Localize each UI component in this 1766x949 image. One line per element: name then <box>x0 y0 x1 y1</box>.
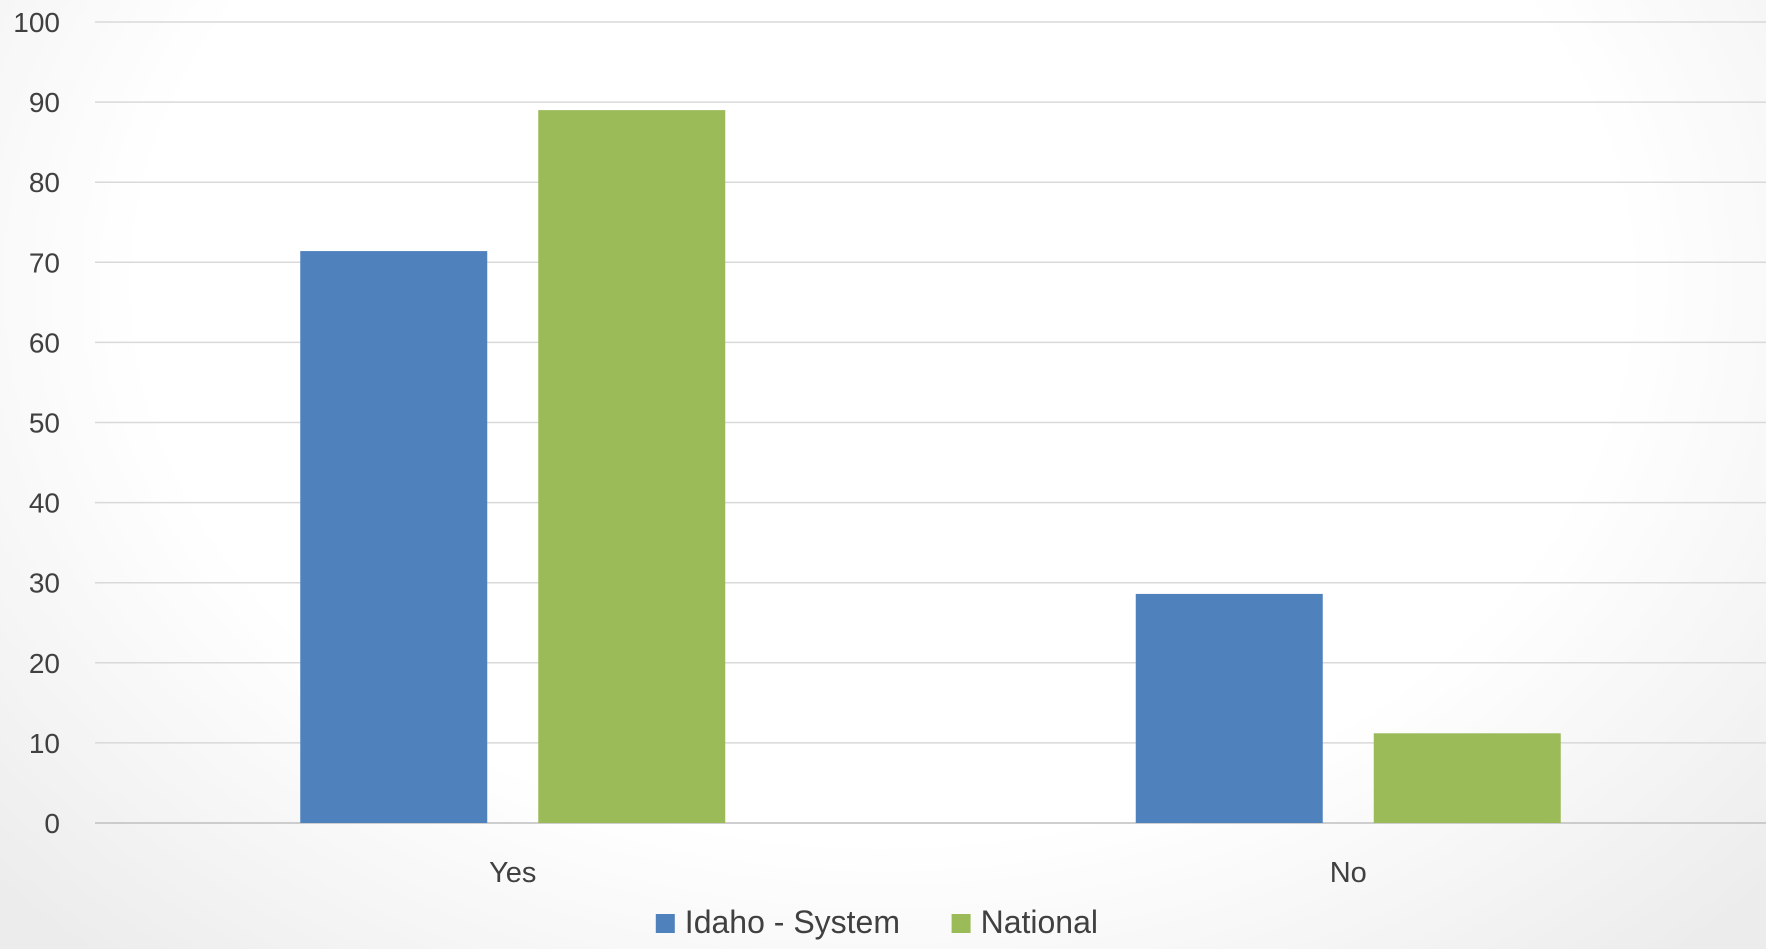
y-tick-label: 50 <box>29 408 60 439</box>
legend-label: National <box>981 904 1098 940</box>
y-tick-label: 20 <box>29 648 60 679</box>
y-tick-label: 0 <box>44 808 60 839</box>
y-tick-label: 90 <box>29 87 60 118</box>
y-tick-label: 60 <box>29 327 60 358</box>
y-tick-label: 40 <box>29 488 60 519</box>
legend: Idaho - System National <box>655 904 1098 940</box>
bars <box>300 110 1561 824</box>
x-axis-category-labels: Yes No <box>489 857 1367 889</box>
y-tick-label: 80 <box>29 167 60 198</box>
y-axis-tick-labels: 0 10 20 30 40 50 60 70 80 90 100 <box>13 7 60 839</box>
y-tick-label: 70 <box>29 247 60 278</box>
bar-national-yes <box>538 110 726 824</box>
bar-idaho-system-yes <box>300 251 488 823</box>
legend-swatch <box>655 914 675 933</box>
x-category-label: Yes <box>489 857 536 889</box>
legend-swatch <box>951 914 971 933</box>
y-tick-label: 30 <box>29 568 60 599</box>
bar-national-no <box>1373 733 1561 823</box>
y-tick-label: 100 <box>13 7 60 38</box>
bar-idaho-system-no <box>1135 593 1323 823</box>
x-category-label: No <box>1330 857 1367 889</box>
y-tick-label: 10 <box>29 728 60 759</box>
legend-label: Idaho - System <box>685 904 900 940</box>
